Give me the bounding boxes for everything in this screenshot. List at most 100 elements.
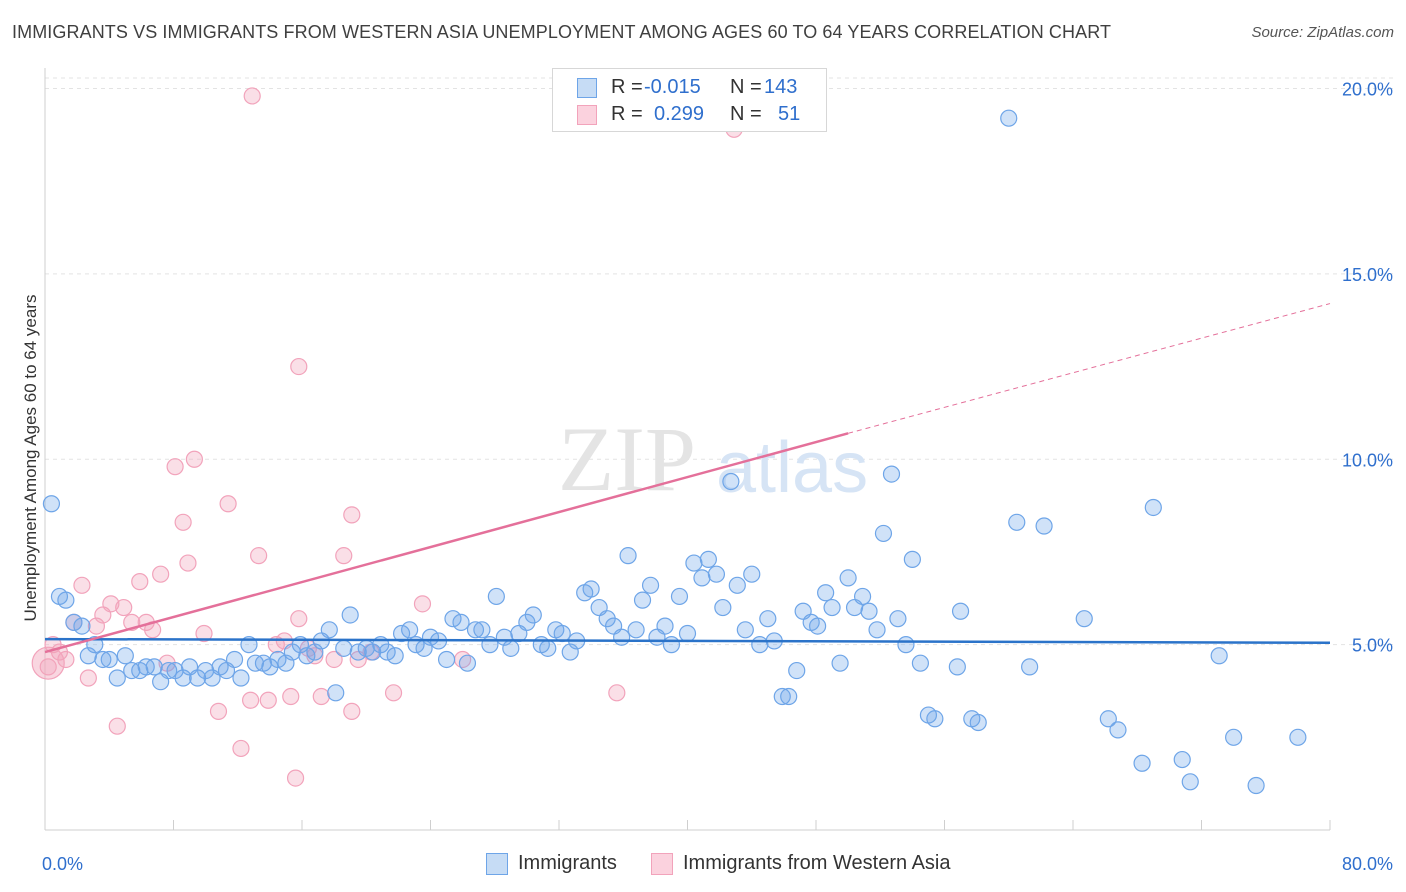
immigrants-point [502,639,520,657]
western-asia-point [413,595,432,613]
immigrants-point [94,650,112,669]
western-asia-point [102,595,120,613]
legend-swatch-blue [486,853,508,875]
western-asia-point [31,646,65,680]
legend-r-label: R = [611,103,643,125]
legend-r-value: 0.299 [654,103,705,125]
immigrants-point [707,565,726,583]
immigrants-point [728,576,746,594]
western-asia-point [384,684,403,702]
immigrants-point [225,650,244,669]
western-asia-point [166,458,184,476]
western-asia-point [108,717,126,735]
immigrants-point [232,669,250,687]
immigrants-point [1099,710,1117,728]
legend-n-value: 51 [778,103,801,125]
immigrants-point [466,621,485,639]
western-asia-point [290,610,308,628]
immigrants-point [1133,754,1151,772]
western-asia-point [209,702,228,720]
western-asia-point [290,357,308,376]
western-asia-point [250,547,268,565]
immigrants-point [145,658,163,676]
western-asia-point [179,554,197,572]
legend-swatch-pink [651,853,673,875]
immigrants-point [853,587,872,606]
immigrants-point [817,584,835,602]
immigrants-point [699,550,717,568]
immigrants-point [1021,658,1039,676]
western-asia-point [79,669,97,687]
legend-label: Immigrants from Western Asia [683,852,951,874]
western-asia-trend-extension [847,303,1331,434]
western-asia-point [286,769,305,787]
western-asia-point [219,495,237,513]
immigrants-point [298,647,316,665]
immigrants-point [1289,728,1307,746]
immigrants-point [903,550,921,568]
immigrants-point [693,569,711,587]
immigrants-point [1210,647,1228,665]
immigrants-point [839,569,857,587]
immigrants-point [641,576,660,594]
immigrants-point [458,654,477,672]
western-asia-point [282,687,300,706]
immigrants-point [524,606,542,624]
immigrants-point [926,710,944,728]
immigrants-point [57,591,75,609]
western-asia-point [335,547,353,565]
western-asia-point [259,691,277,709]
immigrants-point [1035,517,1053,535]
immigrants-point [1173,750,1191,769]
immigrants-point [42,495,61,513]
immigrants-point [539,639,557,657]
immigrants-point [613,628,631,646]
immigrants-point [678,624,697,643]
y-tick-label: 10.0% [1342,450,1393,470]
western-asia-point [174,513,192,531]
immigrants-point [553,624,571,643]
immigrants-point [452,613,470,631]
immigrants-point [788,661,806,680]
y-tick-label: 5.0% [1352,636,1393,656]
chart-title: IMMIGRANTS VS IMMIGRANTS FROM WESTERN AS… [12,22,1112,42]
immigrants-point [759,610,777,628]
western-asia-point [312,687,330,706]
western-asia-point [185,450,203,468]
immigrants-trend-line [44,637,1331,645]
immigrants-point [327,684,345,702]
immigrants-point [335,639,353,657]
western-asia-point [131,573,149,591]
immigrants-point [1225,728,1243,746]
western-asia-points [31,87,743,787]
immigrants-point [1181,773,1199,791]
axes [44,68,1331,831]
source-label: Source: ZipAtlas.com [1251,24,1394,41]
immigrants-point [889,610,907,628]
immigrants-point [619,547,637,565]
immigrants-point [1008,513,1026,531]
x-tick-label: 0.0% [42,854,83,874]
immigrants-point [743,565,761,583]
legend-label: Immigrants [518,852,617,874]
immigrants-point [487,587,505,606]
immigrants-point [780,687,798,706]
western-asia-point [608,684,626,702]
immigrants-point [100,650,118,669]
immigrants-point [831,654,849,672]
legend-n-label: N = [730,103,762,125]
western-asia-point [39,658,57,676]
immigrants-point [160,661,178,680]
immigrants-point [882,465,901,483]
western-asia-point [325,650,343,669]
immigrants-point [1109,721,1127,739]
immigrants-point [736,621,754,639]
y-tick-label: 20.0% [1342,80,1393,100]
correlation-legend: R = -0.015 N = 143 R = 0.299 N = 51 [552,68,827,132]
immigrants-point [897,636,915,654]
immigrants-point [1000,109,1018,127]
immigrants-point [911,654,930,672]
immigrants-point [627,621,645,639]
immigrants-point [633,591,652,609]
